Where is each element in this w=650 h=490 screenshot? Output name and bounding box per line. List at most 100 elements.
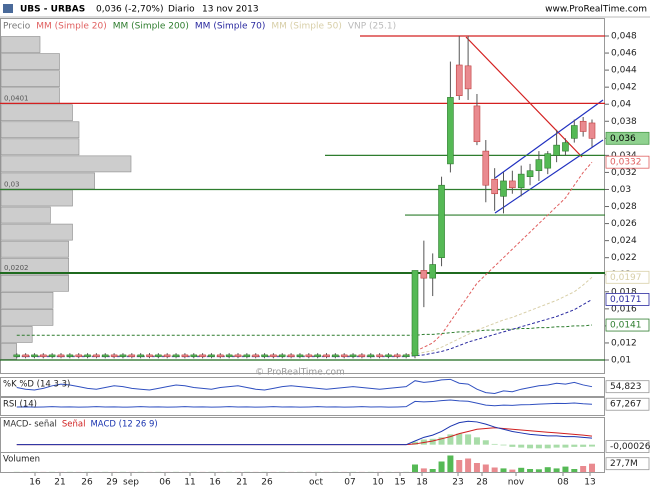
x-tick-label: 21 bbox=[54, 478, 65, 488]
candle-body bbox=[31, 354, 38, 357]
candle-body bbox=[367, 354, 375, 357]
indicator-bar bbox=[562, 466, 569, 472]
indicator-bar bbox=[429, 438, 436, 445]
volume-profile-bar bbox=[0, 70, 60, 87]
indicator-bar bbox=[491, 467, 498, 472]
x-tick-label: 26 bbox=[81, 478, 93, 488]
watermark: © ProRealTime.com bbox=[255, 368, 345, 378]
indicator-bar bbox=[527, 469, 534, 472]
x-tick-label: 26 bbox=[261, 478, 273, 488]
indicator-bar bbox=[438, 437, 445, 445]
indicator-bar bbox=[544, 444, 551, 449]
indicator-bar bbox=[571, 469, 578, 472]
y-tick-label: 0,044 bbox=[611, 66, 637, 76]
period: Diario bbox=[168, 5, 195, 15]
value-tag-label: -0,00026 bbox=[610, 442, 650, 452]
symbol: UBS - URBAS bbox=[20, 5, 85, 15]
volume-profile-bar bbox=[0, 326, 33, 343]
value-tag-label: 0,0197 bbox=[610, 273, 642, 283]
indicator-bar bbox=[589, 444, 595, 447]
volume-profile-bar bbox=[0, 36, 41, 53]
candle-body bbox=[172, 354, 180, 357]
y-tick-label: 0,016 bbox=[611, 304, 637, 314]
y-tick-label: 0,048 bbox=[611, 32, 637, 42]
y-tick-label: 0,018 bbox=[611, 287, 637, 297]
value-tag-label: 67,267 bbox=[610, 400, 642, 410]
price-panel bbox=[0, 18, 605, 374]
candle-body bbox=[305, 354, 313, 357]
indicator-line bbox=[16, 420, 593, 446]
candle-body bbox=[225, 354, 233, 357]
x-tick-label: sep bbox=[123, 478, 139, 488]
candle-body bbox=[517, 173, 525, 189]
value-tag bbox=[605, 397, 650, 411]
y-tick-label: 0,01 bbox=[611, 356, 631, 366]
candle-body bbox=[509, 180, 516, 189]
candle-body bbox=[66, 354, 74, 357]
candle-body bbox=[146, 354, 153, 357]
indicator-bar bbox=[473, 463, 480, 472]
indicator-panel bbox=[0, 452, 605, 473]
value-tag-label: 0,036 bbox=[610, 134, 636, 144]
quote: 0,036 (-2,70%) bbox=[96, 5, 164, 15]
volume-profile-bar bbox=[0, 343, 17, 360]
candle-body bbox=[22, 354, 29, 357]
candle-body bbox=[208, 354, 215, 357]
volume-profile-bar bbox=[0, 53, 60, 70]
value-tag-label: 0,0141 bbox=[610, 321, 642, 331]
indicator-bar bbox=[456, 433, 463, 445]
volume-profile-bar bbox=[0, 240, 69, 258]
indicator-bar bbox=[580, 466, 587, 472]
candle-body bbox=[84, 354, 91, 357]
level-label: 0,0202 bbox=[4, 264, 29, 272]
y-tick-label: 0,03 bbox=[611, 185, 631, 195]
indicator-bar bbox=[491, 443, 498, 445]
candle-body bbox=[48, 354, 56, 357]
indicator-bar bbox=[553, 444, 560, 448]
y-tick-label: 0,012 bbox=[611, 338, 637, 348]
candle-body bbox=[464, 65, 472, 90]
channel-line bbox=[494, 99, 604, 179]
volume-profile-bar bbox=[0, 291, 54, 309]
candle-body bbox=[570, 125, 578, 139]
candle-body bbox=[234, 354, 242, 357]
candle-body bbox=[93, 354, 100, 357]
candle-body bbox=[393, 354, 401, 357]
candle-body bbox=[500, 180, 507, 197]
indicator-panel bbox=[0, 377, 605, 397]
candle-body bbox=[385, 354, 392, 357]
candle-body bbox=[332, 354, 339, 357]
indicator-bar bbox=[456, 460, 463, 472]
level-label: 0,0401 bbox=[4, 94, 29, 102]
legend-entry: Precio bbox=[3, 22, 31, 32]
volume-profile-bar bbox=[0, 223, 73, 241]
y-tick-label: 0,038 bbox=[611, 117, 637, 127]
candle-body bbox=[411, 270, 419, 357]
candle-body bbox=[579, 120, 587, 132]
candle-body bbox=[163, 354, 171, 357]
y-tick-label: 0,024 bbox=[611, 236, 637, 246]
y-tick-label: 0,042 bbox=[611, 83, 637, 93]
candle-body bbox=[447, 97, 454, 165]
value-tag bbox=[605, 155, 650, 169]
indicator-bar bbox=[553, 468, 560, 472]
candle-body bbox=[278, 354, 286, 357]
indicator-bar bbox=[438, 461, 445, 472]
candle-body bbox=[261, 354, 268, 357]
value-tag bbox=[605, 270, 650, 284]
candle-body bbox=[137, 354, 144, 357]
candle-body bbox=[588, 122, 596, 139]
x-tick-label: 06 bbox=[159, 478, 171, 488]
indicator-line bbox=[16, 378, 593, 394]
legend-entry: MM (Simple 20) bbox=[36, 22, 106, 32]
candle-body bbox=[473, 105, 481, 143]
candle-body bbox=[128, 354, 136, 357]
y-tick-label: 0,022 bbox=[611, 253, 637, 263]
indicator-bar bbox=[571, 444, 578, 447]
value-tag bbox=[605, 293, 650, 306]
candle-body bbox=[438, 184, 445, 258]
indicator-bar bbox=[544, 467, 551, 472]
candle-body bbox=[296, 354, 304, 357]
candle-body bbox=[340, 354, 348, 357]
candle-body bbox=[429, 264, 437, 279]
